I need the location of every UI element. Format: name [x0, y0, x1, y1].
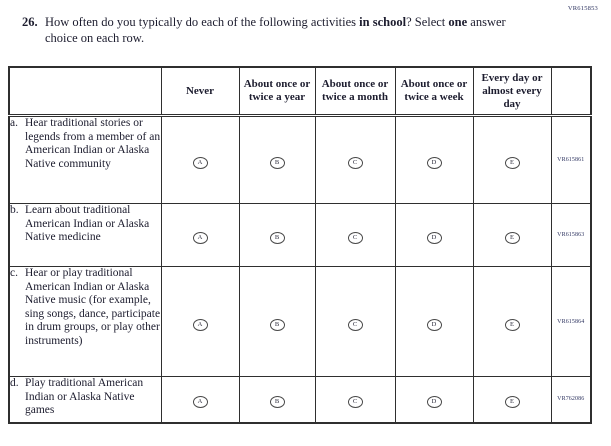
- answer-cell-never: A: [160, 376, 240, 423]
- answer-bubble-a[interactable]: A: [192, 396, 208, 409]
- answer-cell-month: C: [314, 203, 396, 267]
- answer-bubble-d[interactable]: D: [426, 318, 442, 331]
- answer-cell-week: D: [394, 115, 474, 204]
- answer-cell-month: C: [314, 115, 396, 204]
- column-header-once-twice-year: About once or twice a year: [238, 66, 316, 117]
- column-header-every-day: Every day or almost every day: [472, 66, 552, 117]
- page-accession-code: VR615853: [567, 5, 598, 12]
- answer-cell-never: A: [160, 203, 240, 267]
- answer-cell-every-day: E: [472, 376, 552, 423]
- row-label-cell: d. Play traditional American Indian or A…: [8, 376, 162, 423]
- answer-cell-year: B: [238, 376, 316, 423]
- column-header-code-blank: [550, 66, 592, 117]
- table-row-a: a. Hear traditional stories or legends f…: [8, 115, 592, 204]
- frequency-matrix-table: Never About once or twice a year About o…: [8, 66, 592, 424]
- row-code: VR615863: [550, 203, 592, 267]
- answer-cell-month: C: [314, 266, 396, 377]
- table-row-c: c. Hear or play traditional American Ind…: [8, 266, 592, 377]
- answer-bubble-d[interactable]: D: [426, 157, 442, 169]
- row-letter: d.: [10, 377, 19, 389]
- table-row-b: b. Learn about traditional American Indi…: [8, 203, 592, 267]
- table-row-d: d. Play traditional American Indian or A…: [8, 376, 592, 423]
- question-text-bold-one: one: [448, 15, 468, 29]
- answer-bubble-a[interactable]: A: [192, 157, 208, 169]
- answer-bubble-b[interactable]: B: [269, 318, 285, 331]
- row-label-text: Play traditional American Indian or Alas…: [25, 377, 144, 416]
- question-text-part2: ? Select: [406, 15, 449, 29]
- header-row: Never About once or twice a year About o…: [8, 66, 592, 117]
- answer-bubble-a[interactable]: A: [192, 318, 208, 331]
- answer-cell-week: D: [394, 266, 474, 377]
- row-code: VR762086: [550, 376, 592, 423]
- answer-cell-every-day: E: [472, 203, 552, 267]
- question-text: How often do you typically do each of th…: [45, 14, 522, 46]
- answer-bubble-d[interactable]: D: [426, 232, 442, 244]
- answer-bubble-b[interactable]: B: [269, 157, 285, 169]
- row-letter: c.: [10, 267, 18, 279]
- row-label-text: Hear or play traditional American Indian…: [25, 267, 161, 347]
- answer-bubble-c[interactable]: C: [347, 318, 363, 331]
- column-header-once-twice-month: About once or twice a month: [314, 66, 396, 117]
- row-label-text: Learn about traditional American Indian …: [25, 204, 150, 243]
- question-text-part1: How often do you typically do each of th…: [45, 15, 360, 29]
- answer-bubble-e[interactable]: E: [504, 232, 520, 244]
- row-letter: a.: [10, 117, 18, 129]
- answer-cell-week: D: [394, 203, 474, 267]
- answer-cell-month: C: [314, 376, 396, 423]
- column-header-never: Never: [160, 66, 240, 117]
- answer-cell-year: B: [238, 266, 316, 377]
- answer-cell-never: A: [160, 266, 240, 377]
- column-header-blank: [8, 66, 162, 117]
- question-number: 26.: [22, 15, 38, 29]
- row-label-cell: c. Hear or play traditional American Ind…: [8, 266, 162, 377]
- answer-bubble-e[interactable]: E: [504, 396, 520, 409]
- answer-cell-year: B: [238, 115, 316, 204]
- question-block: 26. How often do you typically do each o…: [22, 14, 522, 46]
- column-header-once-twice-week: About once or twice a week: [394, 66, 474, 117]
- answer-cell-week: D: [394, 376, 474, 423]
- answer-bubble-c[interactable]: C: [347, 232, 363, 244]
- answer-cell-every-day: E: [472, 266, 552, 377]
- answer-bubble-b[interactable]: B: [269, 396, 285, 409]
- answer-bubble-c[interactable]: C: [347, 396, 363, 409]
- row-label-cell: a. Hear traditional stories or legends f…: [8, 115, 162, 204]
- answer-cell-every-day: E: [472, 115, 552, 204]
- answer-bubble-d[interactable]: D: [426, 396, 442, 409]
- answer-bubble-a[interactable]: A: [192, 232, 208, 244]
- answer-bubble-c[interactable]: C: [347, 157, 363, 169]
- question-text-bold-in-school: in school: [359, 15, 407, 29]
- answer-cell-year: B: [238, 203, 316, 267]
- question-text-part3: answer choice on each row.: [45, 15, 506, 45]
- row-label-text: Hear traditional stories or legends from…: [25, 117, 161, 170]
- answer-bubble-e[interactable]: E: [504, 318, 520, 331]
- answer-bubble-b[interactable]: B: [269, 232, 285, 244]
- answer-bubble-e[interactable]: E: [504, 157, 520, 169]
- answer-cell-never: A: [160, 115, 240, 204]
- row-letter: b.: [10, 204, 19, 216]
- row-code: VR615861: [550, 115, 592, 204]
- row-code: VR615864: [550, 266, 592, 377]
- row-label-cell: b. Learn about traditional American Indi…: [8, 203, 162, 267]
